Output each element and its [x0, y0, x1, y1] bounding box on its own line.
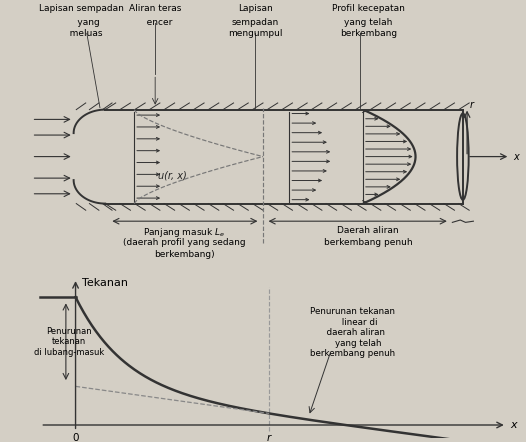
- Text: meluas: meluas: [61, 29, 102, 38]
- Text: Tekanan: Tekanan: [82, 278, 128, 288]
- Text: x: x: [513, 152, 519, 162]
- Text: berkembang: berkembang: [340, 29, 397, 38]
- Text: Aliran teras: Aliran teras: [129, 4, 181, 13]
- Text: Lapisan sempadan: Lapisan sempadan: [39, 4, 124, 13]
- Text: encer: encer: [138, 18, 173, 27]
- Text: u(r, x): u(r, x): [158, 170, 187, 180]
- Text: yang telah: yang telah: [344, 18, 392, 27]
- Text: r: r: [470, 100, 474, 110]
- Text: Lapisan: Lapisan: [238, 4, 272, 13]
- Text: Daerah aliran: Daerah aliran: [337, 226, 399, 235]
- Text: berkembang penuh: berkembang penuh: [324, 238, 412, 247]
- Text: Penurunan
tekanan
di lubang-masuk: Penurunan tekanan di lubang-masuk: [34, 327, 104, 357]
- Text: sempadan: sempadan: [231, 18, 279, 27]
- Text: Profil kecepatan: Profil kecepatan: [332, 4, 404, 13]
- Text: r: r: [267, 433, 271, 442]
- Text: mengumpul: mengumpul: [228, 29, 282, 38]
- Text: Penurunan tekanan
     linear di
  daerah aliran
    yang telah
berkembang penuh: Penurunan tekanan linear di daerah alira…: [310, 308, 395, 358]
- Text: Panjang masuk $L_e$: Panjang masuk $L_e$: [143, 226, 225, 239]
- Text: yang: yang: [63, 18, 100, 27]
- Text: 0: 0: [72, 433, 79, 442]
- Text: x: x: [510, 420, 517, 430]
- Text: (daerah profil yang sedang: (daerah profil yang sedang: [123, 238, 246, 247]
- Text: berkembang): berkembang): [154, 250, 215, 259]
